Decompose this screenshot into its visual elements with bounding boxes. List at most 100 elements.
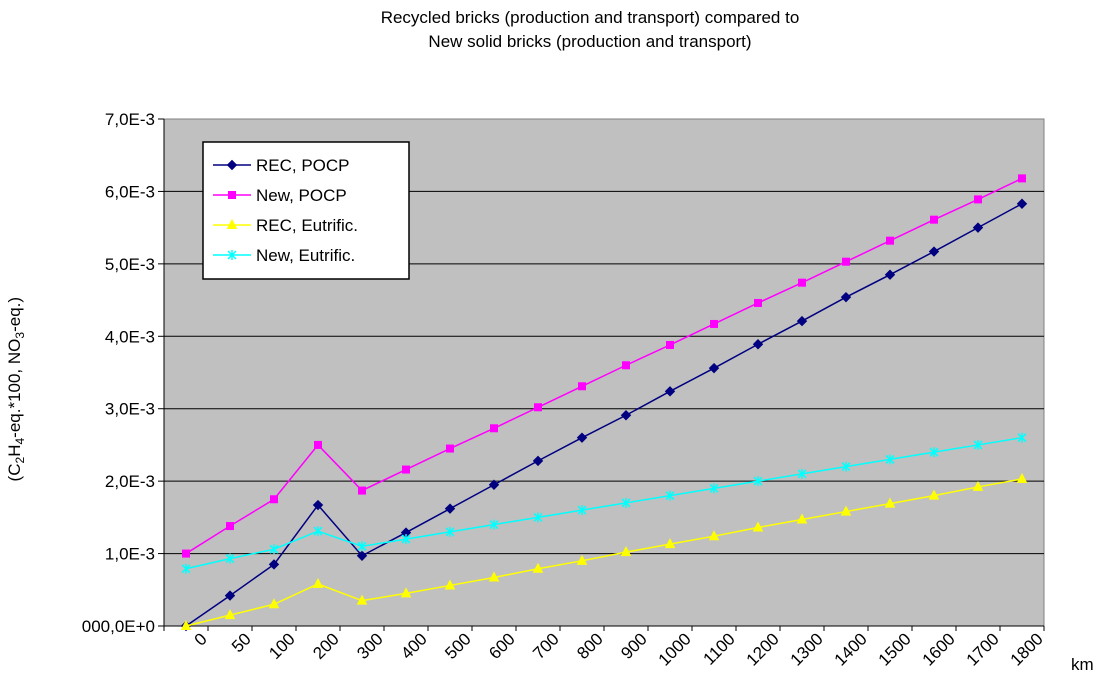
data-point xyxy=(444,503,456,514)
data-point xyxy=(356,594,368,605)
x-axis-label: km xyxy=(1071,655,1094,674)
data-point xyxy=(842,257,850,266)
legend-entry: New, Eutrific. xyxy=(256,246,355,265)
data-point xyxy=(708,530,720,541)
data-point xyxy=(885,454,895,465)
x-tick-label: 1800 xyxy=(1007,629,1047,669)
x-tick-label: 900 xyxy=(617,629,650,662)
data-point xyxy=(534,403,542,412)
data-point xyxy=(401,534,411,545)
series-line-0 xyxy=(185,203,1023,627)
data-point xyxy=(532,562,544,573)
data-point xyxy=(752,339,764,350)
data-point xyxy=(576,554,588,565)
data-point xyxy=(1018,174,1026,183)
data-point xyxy=(754,298,762,307)
data-point xyxy=(490,424,498,433)
chart-title-line-2: New solid bricks (production and transpo… xyxy=(428,32,752,51)
data-point xyxy=(444,579,456,590)
x-tick-label: 400 xyxy=(397,629,430,662)
data-point xyxy=(400,587,412,598)
chart-title-line-1: Recycled bricks (production and transpor… xyxy=(380,8,800,27)
x-tick-label: 800 xyxy=(573,629,606,662)
x-tick-label: 1300 xyxy=(787,629,827,669)
data-point xyxy=(664,386,676,397)
series-line-2 xyxy=(185,478,1023,627)
y-tick-label: 3,0E-3 xyxy=(105,400,155,419)
data-point xyxy=(314,440,322,449)
x-tick-label: 1400 xyxy=(831,629,871,669)
x-tick-label: 700 xyxy=(529,629,562,662)
legend-marker xyxy=(226,218,238,229)
legend-marker xyxy=(226,159,238,171)
legend-entry: REC, POCP xyxy=(256,156,350,175)
data-point xyxy=(181,563,191,574)
y-tick-label: 4,0E-3 xyxy=(105,327,155,346)
data-point xyxy=(182,549,190,558)
data-point xyxy=(489,519,499,530)
data-point xyxy=(576,432,588,443)
data-point xyxy=(532,455,544,467)
x-tick-label: 300 xyxy=(353,629,386,662)
data-point xyxy=(488,479,500,490)
data-point xyxy=(884,269,896,280)
data-point xyxy=(577,505,587,516)
y-tick-label: 5,0E-3 xyxy=(105,255,155,274)
data-point xyxy=(665,490,675,501)
data-point xyxy=(358,486,366,495)
data-point xyxy=(797,468,807,479)
y-tick-label: 000,0E+0 xyxy=(82,617,155,636)
x-tick-label: 600 xyxy=(485,629,518,662)
data-point xyxy=(930,215,938,224)
data-point xyxy=(886,236,894,245)
data-point xyxy=(928,246,940,257)
data-point xyxy=(268,598,280,609)
data-point xyxy=(269,544,279,555)
data-point xyxy=(1016,198,1028,209)
x-tick-label: 1700 xyxy=(963,629,1003,669)
data-point xyxy=(708,362,720,374)
x-tick-label: 100 xyxy=(265,629,298,662)
x-tick-label: 200 xyxy=(309,629,342,662)
x-tick-label: 500 xyxy=(441,629,474,662)
data-point xyxy=(224,609,236,620)
data-point xyxy=(709,483,719,494)
data-point xyxy=(798,278,806,287)
x-tick-label: 1100 xyxy=(700,629,739,668)
data-point xyxy=(841,461,851,472)
data-point xyxy=(488,571,500,582)
y-tick-label: 1,0E-3 xyxy=(105,545,155,564)
series-line-1 xyxy=(185,177,1023,555)
data-point xyxy=(268,559,280,570)
legend-marker xyxy=(227,250,237,260)
data-point xyxy=(752,521,764,532)
data-point xyxy=(664,538,676,549)
legend-entry: New, POCP xyxy=(256,186,347,205)
data-point xyxy=(840,505,852,516)
legend-entry: REC, Eutrific. xyxy=(256,216,358,235)
data-point xyxy=(796,315,808,327)
data-point xyxy=(972,222,984,233)
data-point xyxy=(312,577,324,588)
data-point xyxy=(666,340,674,349)
x-tick-label: 1600 xyxy=(919,629,959,669)
y-tick-label: 2,0E-3 xyxy=(105,472,155,491)
data-point xyxy=(621,497,631,508)
data-point xyxy=(928,489,940,500)
data-point xyxy=(578,382,586,391)
data-point xyxy=(884,497,896,508)
data-point xyxy=(710,319,718,328)
x-tick-label: 1500 xyxy=(875,629,915,669)
data-point xyxy=(313,526,323,537)
data-point xyxy=(226,522,234,531)
data-point xyxy=(270,495,278,504)
data-point xyxy=(753,476,763,487)
data-point xyxy=(929,447,939,458)
data-point xyxy=(312,499,324,511)
data-point xyxy=(972,480,984,491)
data-point xyxy=(974,195,982,204)
data-point xyxy=(796,513,808,524)
data-point xyxy=(402,465,410,474)
data-point xyxy=(180,619,192,630)
